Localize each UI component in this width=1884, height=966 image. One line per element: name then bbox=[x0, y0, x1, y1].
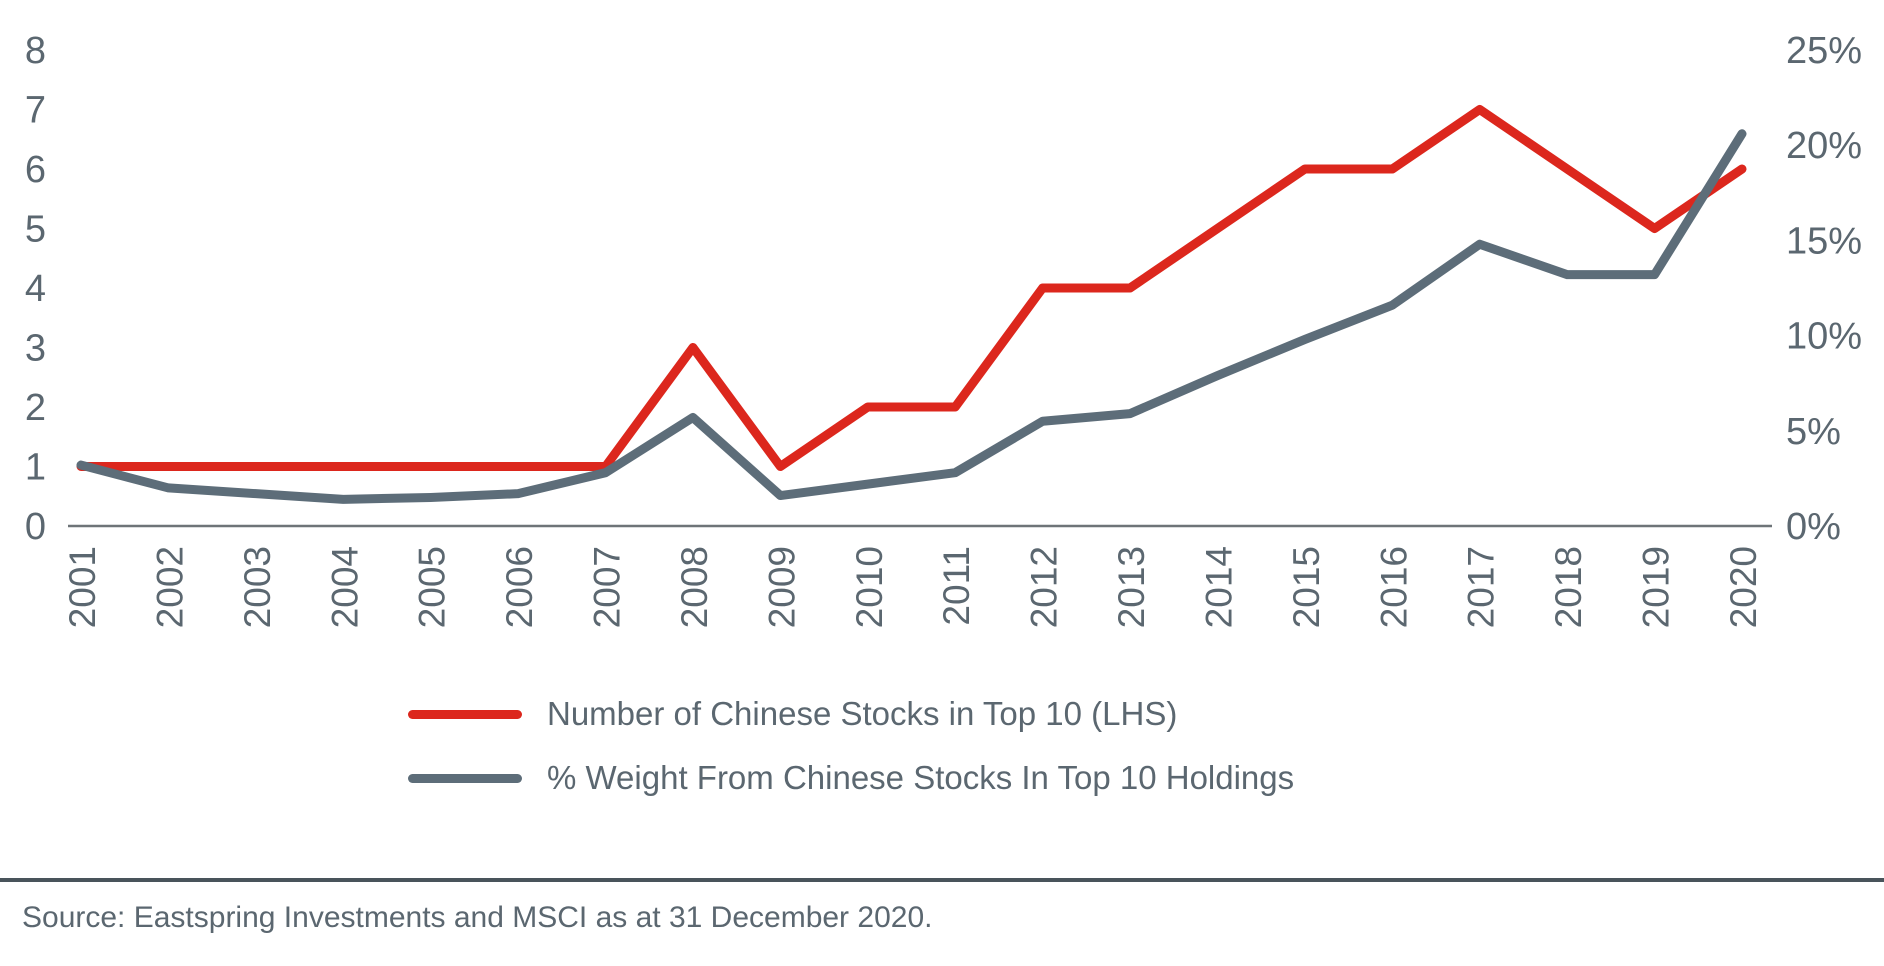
legend-item-stock-count: Number of Chinese Stocks in Top 10 (LHS) bbox=[408, 694, 1294, 734]
legend-label-stock-count: Number of Chinese Stocks in Top 10 (LHS) bbox=[547, 695, 1178, 732]
right-axis-tick-label: 25% bbox=[1786, 30, 1862, 72]
x-axis-year-label: 2009 bbox=[761, 546, 802, 628]
legend-gray-line-swatch bbox=[408, 773, 522, 783]
left-axis-tick-label: 5 bbox=[25, 209, 46, 251]
series-line-weight-pct bbox=[76, 129, 1747, 504]
left-axis-tick-label: 6 bbox=[25, 149, 46, 191]
x-axis-year-label: 2010 bbox=[849, 546, 890, 628]
x-axis-year-label: 2007 bbox=[587, 546, 628, 628]
left-axis-tick-label: 2 bbox=[25, 387, 46, 429]
x-axis-year-label: 2001 bbox=[62, 546, 103, 628]
left-axis-tick-label: 1 bbox=[25, 447, 46, 489]
series-line-stock-count bbox=[76, 105, 1747, 471]
x-axis-year-label: 2006 bbox=[499, 546, 540, 628]
x-axis-year-label: 2003 bbox=[237, 546, 278, 628]
x-axis-year-label: 2005 bbox=[412, 546, 453, 628]
right-axis-tick-label: 15% bbox=[1786, 220, 1862, 262]
left-axis-tick-label: 8 bbox=[25, 30, 46, 72]
x-axis-year-label: 2016 bbox=[1373, 546, 1414, 628]
legend-label-weight-pct: % Weight From Chinese Stocks In Top 10 H… bbox=[547, 759, 1295, 796]
right-axis-tick-label: 5% bbox=[1786, 411, 1841, 453]
x-axis-year-label: 2011 bbox=[936, 546, 977, 626]
right-axis-tick-label: 0% bbox=[1786, 506, 1841, 548]
x-axis-year-label: 2008 bbox=[674, 546, 715, 628]
x-axis-year-label: 2004 bbox=[324, 546, 365, 628]
x-axis-year-label: 2017 bbox=[1461, 546, 1502, 628]
legend-item-weight-pct: % Weight From Chinese Stocks In Top 10 H… bbox=[408, 758, 1294, 798]
left-axis-tick-label: 0 bbox=[25, 506, 46, 548]
chart-legend: Number of Chinese Stocks in Top 10 (LHS)… bbox=[408, 694, 1294, 798]
right-axis-tick-label: 10% bbox=[1786, 316, 1862, 358]
x-axis-year-label: 2019 bbox=[1636, 546, 1677, 628]
right-axis-tick-label: 20% bbox=[1786, 125, 1862, 167]
legend-red-line-swatch bbox=[408, 709, 522, 719]
left-axis-tick-label: 3 bbox=[25, 328, 46, 370]
x-axis-year-label: 2014 bbox=[1198, 546, 1239, 628]
x-axis-year-label: 2013 bbox=[1111, 546, 1152, 628]
x-axis-year-label: 2020 bbox=[1723, 546, 1764, 628]
left-axis-tick-label: 4 bbox=[25, 268, 46, 310]
x-axis-year-label: 2002 bbox=[149, 546, 190, 628]
x-axis-year-label: 2018 bbox=[1548, 546, 1589, 628]
line-chart-canvas: 0 1 2 3 4 5 6 7 8 0% 5% 10% 15% 20% 25% 2001 2002 2003 200… bbox=[25, 30, 1862, 628]
x-axis-year-label: 2015 bbox=[1286, 546, 1327, 628]
footer-divider bbox=[0, 878, 1884, 882]
left-axis-tick-label: 7 bbox=[25, 90, 46, 132]
x-axis-year-label: 2012 bbox=[1024, 546, 1065, 628]
source-note: Source: Eastspring Investments and MSCI … bbox=[22, 901, 933, 934]
